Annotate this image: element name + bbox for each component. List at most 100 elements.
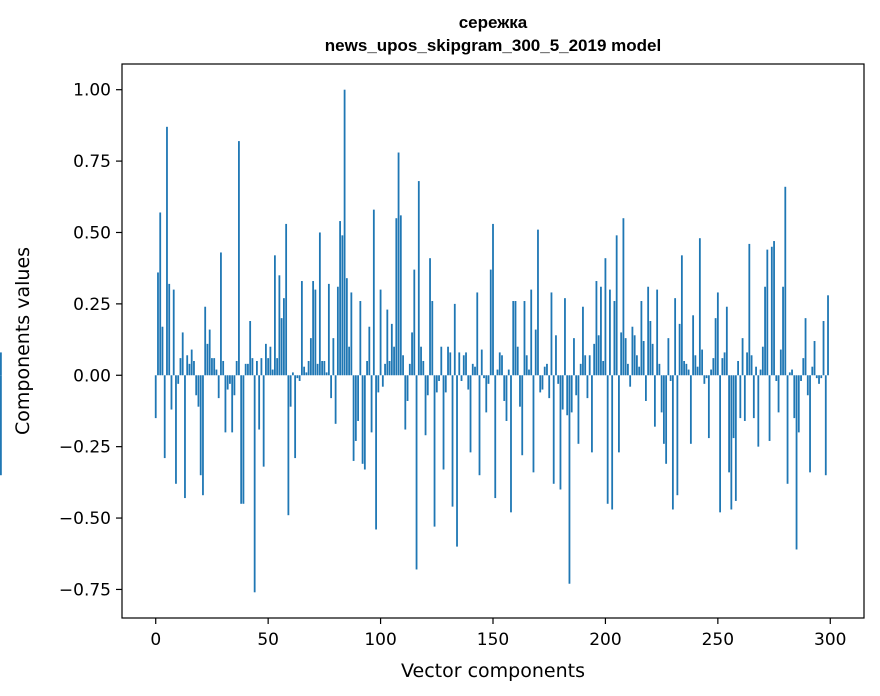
bar — [600, 286, 602, 376]
bar — [737, 360, 739, 376]
bar — [381, 375, 384, 387]
bar — [487, 375, 490, 384]
x-tick-label: 300 — [814, 630, 846, 650]
y-tick-label: 0.25 — [73, 295, 111, 315]
bar — [512, 301, 515, 376]
bar — [658, 363, 661, 376]
bar — [503, 375, 506, 401]
bar — [667, 338, 670, 376]
bar — [274, 255, 276, 376]
bar — [157, 272, 159, 376]
bar — [761, 346, 764, 376]
bar — [741, 338, 744, 376]
bar — [233, 375, 236, 396]
bar — [734, 375, 737, 501]
bar — [809, 375, 811, 473]
bar — [289, 375, 292, 407]
bar — [550, 292, 553, 376]
bar — [336, 286, 339, 376]
bar — [696, 366, 699, 376]
bar — [575, 375, 578, 396]
y-tick-label: 0.00 — [73, 366, 111, 386]
bar — [537, 229, 539, 376]
y-tick-label: −0.25 — [59, 438, 111, 458]
bar — [332, 338, 335, 376]
bar — [579, 363, 582, 376]
bar — [770, 246, 773, 376]
y-tick-label: 0.75 — [73, 152, 111, 172]
bar — [256, 360, 258, 376]
bar — [552, 375, 555, 484]
bar — [386, 309, 389, 376]
bar — [181, 332, 184, 376]
bar — [820, 375, 823, 379]
bar — [516, 346, 519, 376]
bar — [307, 360, 310, 376]
bar — [474, 366, 476, 376]
x-tick-label: 200 — [589, 630, 621, 650]
bar — [757, 375, 760, 447]
bar — [764, 286, 766, 376]
bar — [671, 375, 674, 510]
bar — [154, 375, 157, 419]
bar — [408, 363, 411, 376]
bar — [786, 375, 789, 484]
bar — [631, 326, 634, 376]
bar — [316, 363, 319, 376]
bar — [352, 375, 355, 461]
bar — [595, 281, 598, 376]
bar — [824, 375, 827, 476]
bar — [496, 369, 499, 376]
bar — [721, 358, 724, 376]
bar — [188, 363, 191, 376]
bar — [309, 338, 312, 376]
bars-group — [0, 89, 829, 593]
bar — [510, 375, 512, 513]
bar — [766, 249, 769, 376]
bar — [804, 318, 807, 376]
y-tick-label: −0.75 — [59, 580, 111, 600]
x-tick-label: 50 — [257, 630, 279, 650]
bar — [456, 375, 458, 547]
bar — [651, 343, 654, 376]
y-tick-label: 1.00 — [73, 81, 111, 101]
bar — [494, 375, 497, 499]
bar — [478, 375, 481, 476]
bar — [375, 375, 377, 530]
bar — [645, 375, 647, 401]
bar — [363, 375, 366, 470]
bar — [163, 375, 166, 459]
bar — [231, 375, 234, 433]
bar — [797, 375, 800, 433]
bar — [602, 360, 605, 376]
bar — [730, 375, 733, 510]
y-axis-label: Components values — [12, 247, 34, 435]
bar — [577, 375, 580, 444]
bar — [656, 289, 659, 376]
bar — [811, 366, 814, 376]
x-tick-label: 100 — [364, 630, 396, 650]
bar — [339, 221, 341, 376]
bar — [318, 232, 321, 376]
bar — [779, 349, 782, 376]
bar — [224, 375, 227, 433]
bar — [541, 375, 544, 390]
bar — [388, 360, 391, 376]
bar — [177, 375, 180, 384]
bar — [350, 292, 353, 376]
bar — [750, 355, 753, 376]
bar — [539, 375, 542, 393]
bar — [330, 375, 333, 399]
bar — [505, 375, 508, 421]
bar — [471, 363, 474, 376]
bar — [296, 375, 299, 379]
bar — [748, 243, 751, 376]
bar — [827, 295, 829, 376]
bar — [384, 363, 386, 376]
bar — [606, 375, 609, 504]
x-tick-label: 250 — [702, 630, 734, 650]
bar — [609, 289, 611, 376]
bar — [665, 375, 668, 464]
bar — [395, 218, 398, 376]
bar — [287, 375, 290, 516]
